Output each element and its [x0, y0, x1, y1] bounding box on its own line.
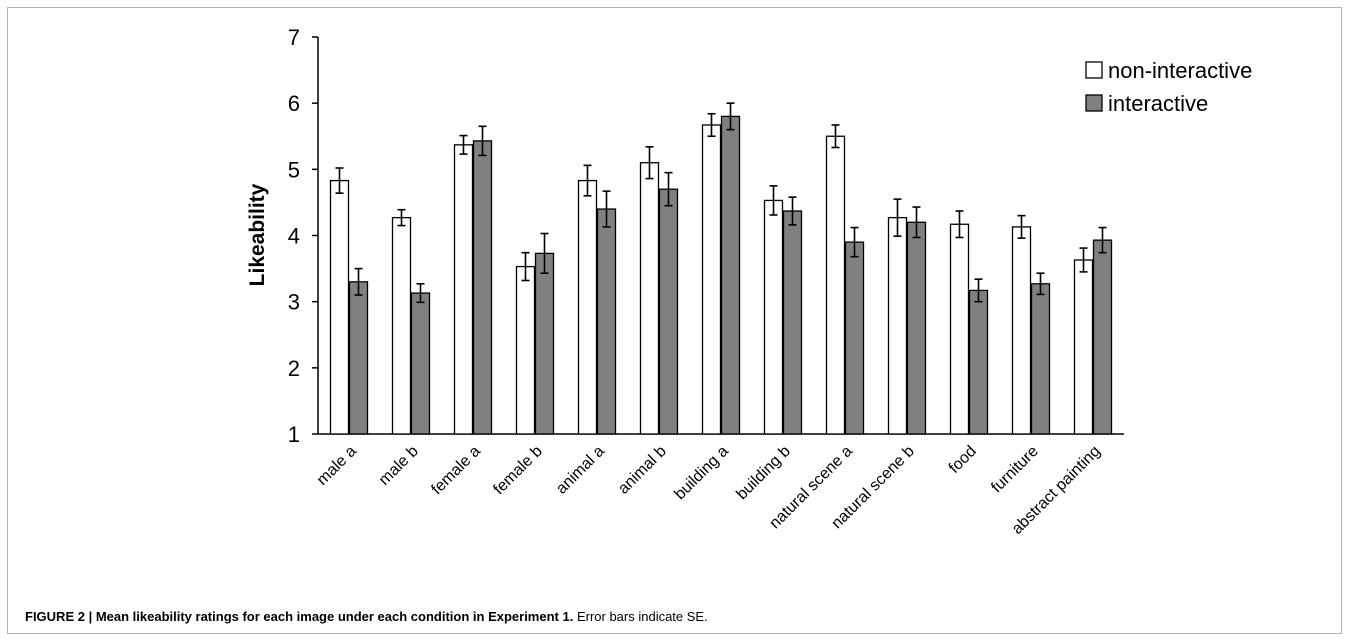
bar-interactive — [844, 241, 865, 435]
x-tick-label: female a — [428, 443, 483, 498]
bar-interactive — [782, 210, 803, 435]
bar-non-interactive — [763, 199, 784, 435]
y-tick-label: 1 — [288, 422, 300, 447]
bar-non-interactive — [949, 223, 970, 435]
legend-label-interactive: interactive — [1108, 91, 1208, 116]
bar-interactive — [906, 221, 927, 435]
bar-interactive — [348, 281, 369, 435]
bar-non-interactive — [1011, 226, 1032, 435]
bar-non-interactive — [453, 144, 474, 435]
x-tick-label: female b — [490, 443, 545, 498]
bar-interactive — [1030, 283, 1051, 435]
bar-non-interactive — [515, 265, 536, 435]
legend-swatch-interactive — [1085, 94, 1103, 112]
legend-label-non-interactive: non-interactive — [1108, 58, 1252, 83]
figure-caption: FIGURE 2 | Mean likeability ratings for … — [25, 609, 708, 624]
bar-non-interactive — [701, 124, 722, 435]
bar-non-interactive — [391, 216, 412, 435]
bar-interactive — [596, 208, 617, 435]
bar-interactive — [720, 115, 741, 435]
x-tick-label: animal b — [615, 443, 670, 498]
bar-interactive — [534, 252, 555, 435]
y-tick-label: 4 — [288, 224, 300, 249]
bar-interactive — [1092, 239, 1113, 435]
bar-non-interactive — [825, 135, 846, 435]
bar-interactive — [658, 188, 679, 435]
y-tick-label: 3 — [288, 290, 300, 315]
bar-non-interactive — [1073, 259, 1094, 435]
bar-interactive — [410, 292, 431, 435]
x-tick-label: animal a — [553, 443, 608, 498]
x-tick-label: furniture — [988, 443, 1042, 497]
bar-interactive — [968, 289, 989, 435]
y-tick-label: 6 — [288, 91, 300, 116]
caption-note: Error bars indicate SE. — [573, 609, 708, 624]
x-tick-label: building b — [733, 443, 794, 504]
bar-non-interactive — [329, 179, 350, 435]
y-axis-title: Likeability — [246, 183, 269, 286]
figure-frame: 1 2 3 4 5 6 7 Likeability male a male b female a fe… — [7, 7, 1342, 634]
y-tick-label: 2 — [288, 356, 300, 381]
y-tick-label: 5 — [288, 157, 300, 182]
x-tick-label: food — [946, 443, 980, 477]
legend-swatch-non-interactive — [1085, 61, 1103, 79]
y-tick-label: 7 — [288, 25, 300, 50]
x-tick-label: building a — [671, 443, 732, 504]
x-tick-label: male a — [314, 443, 360, 489]
bar-non-interactive — [639, 162, 660, 435]
bar-non-interactive — [887, 216, 908, 435]
bar-interactive — [472, 140, 493, 435]
bar-non-interactive — [577, 179, 598, 435]
x-tick-label: male b — [376, 443, 422, 489]
caption-title: FIGURE 2 | Mean likeability ratings for … — [25, 609, 574, 624]
bar-chart: 1 2 3 4 5 6 7 Likeability male a male b female a fe… — [246, 25, 1252, 538]
